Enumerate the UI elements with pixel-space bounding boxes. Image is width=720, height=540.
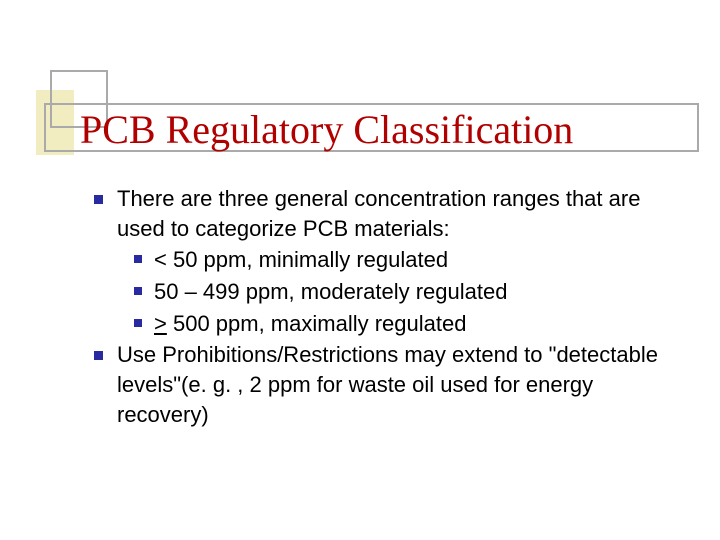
bullet-item-1a: < 50 ppm, minimally regulated	[94, 245, 674, 275]
bullet-item-1b: 50 – 499 ppm, moderately regulated	[94, 277, 674, 307]
bullet-text: > 500 ppm, maximally regulated	[154, 309, 466, 339]
square-bullet-icon	[134, 255, 142, 263]
bullet-item-2: Use Prohibitions/Restrictions may extend…	[94, 340, 674, 429]
square-bullet-icon	[134, 319, 142, 327]
slide-body: There are three general concentration ra…	[94, 184, 674, 432]
underline-text: >	[154, 311, 167, 336]
bullet-text: 50 – 499 ppm, moderately regulated	[154, 277, 507, 307]
bullet-text: Use Prohibitions/Restrictions may extend…	[117, 340, 674, 429]
bullet-text: There are three general concentration ra…	[117, 184, 674, 243]
square-bullet-icon	[94, 195, 103, 204]
bullet-text: < 50 ppm, minimally regulated	[154, 245, 448, 275]
bullet-text-rest: 500 ppm, maximally regulated	[167, 311, 467, 336]
slide-title: PCB Regulatory Classification	[80, 106, 573, 153]
square-bullet-icon	[134, 287, 142, 295]
square-bullet-icon	[94, 351, 103, 360]
bullet-item-1c: > 500 ppm, maximally regulated	[94, 309, 674, 339]
bullet-item-1: There are three general concentration ra…	[94, 184, 674, 243]
